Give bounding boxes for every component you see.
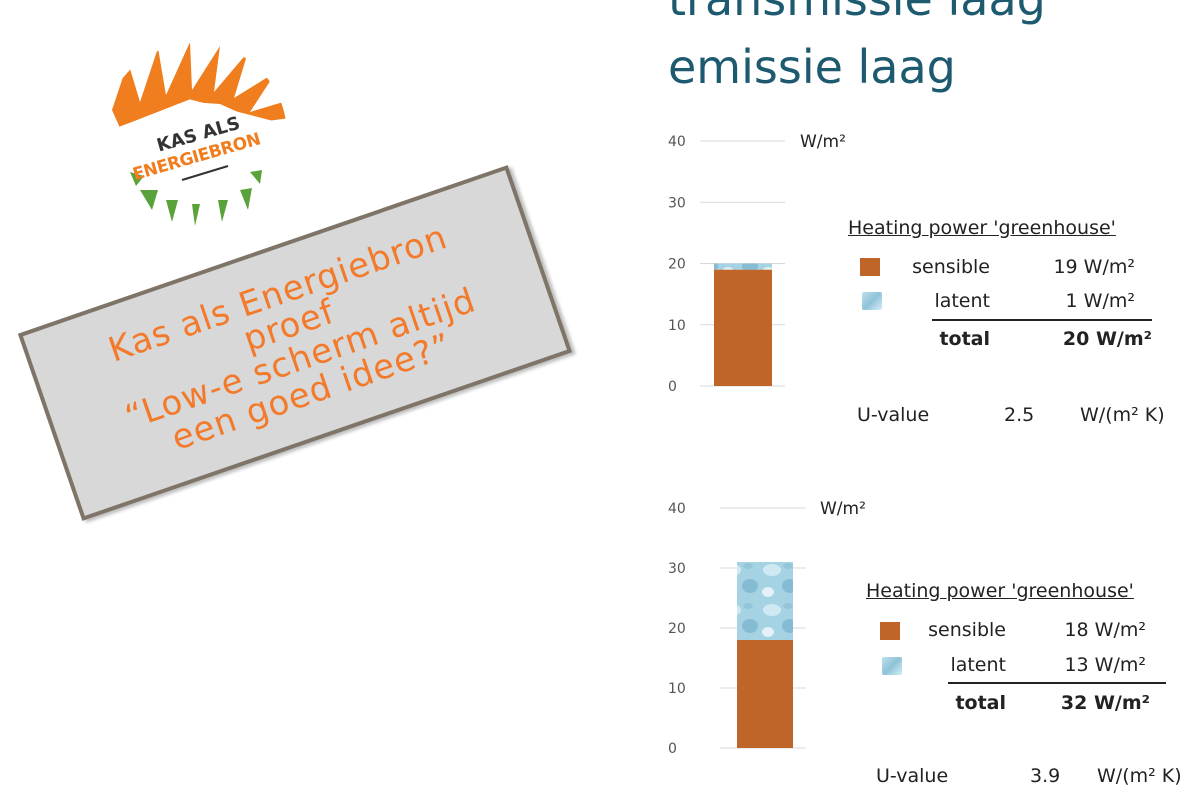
- legend-label-latent: latent: [934, 290, 990, 312]
- legend-swatch-sensible: [880, 622, 900, 640]
- bar-sensible: [737, 640, 793, 748]
- legend-swatch-latent: [862, 292, 882, 310]
- legend-total-rule: [948, 682, 1166, 684]
- title-line-1: transmissie laag: [668, 0, 1046, 22]
- legend-value-latent: 13 W/m²: [1064, 654, 1146, 676]
- legend-value-sensible: 18 W/m²: [1064, 619, 1146, 641]
- bar-latent: [737, 562, 793, 640]
- y-tick-label: 0: [668, 741, 677, 757]
- legend-value-total: 32 W/m²: [1060, 692, 1150, 714]
- u-value-unit: W/(m² K): [1080, 404, 1165, 426]
- legend-total-rule: [932, 319, 1152, 321]
- y-tick-label: 10: [668, 318, 686, 334]
- legend-swatch-sensible: [860, 258, 880, 276]
- legend-label-sensible: sensible: [928, 619, 1006, 641]
- y-tick-label: 40: [668, 134, 686, 150]
- legend-title: Heating power 'greenhouse': [848, 217, 1116, 239]
- y-tick-label: 20: [668, 257, 686, 273]
- legend-label-total: total: [955, 692, 1006, 714]
- y-tick-label: 30: [668, 195, 686, 211]
- legend-value-total: 20 W/m²: [1062, 328, 1152, 350]
- legend-label-latent: latent: [950, 654, 1006, 676]
- legend-title: Heating power 'greenhouse': [866, 580, 1134, 602]
- kas-als-energiebron-logo: KAS ALS ENERGIEBRON: [103, 43, 287, 227]
- unit-label: W/m²: [820, 499, 866, 519]
- u-value-label: U-value: [857, 404, 930, 426]
- legend-label-total: total: [939, 328, 990, 350]
- bar-latent: [714, 263, 772, 270]
- y-tick-label: 40: [668, 501, 686, 517]
- bar-sensible: [714, 269, 772, 386]
- legend-value-sensible: 19 W/m²: [1053, 256, 1135, 278]
- u-value-number: 2.5: [1004, 404, 1035, 426]
- title-line-2: emissie laag: [668, 40, 956, 94]
- u-value-number: 3.9: [1030, 765, 1061, 787]
- u-value-unit: W/(m² K): [1097, 765, 1182, 787]
- y-tick-label: 10: [668, 681, 686, 697]
- u-value-label: U-value: [876, 765, 949, 787]
- unit-label: W/m²: [800, 132, 846, 152]
- y-tick-label: 0: [668, 379, 677, 395]
- legend-label-sensible: sensible: [912, 256, 990, 278]
- legend-value-latent: 1 W/m²: [1065, 290, 1135, 312]
- y-tick-label: 30: [668, 561, 686, 577]
- y-tick-label: 20: [668, 621, 686, 637]
- legend-swatch-latent: [882, 657, 902, 675]
